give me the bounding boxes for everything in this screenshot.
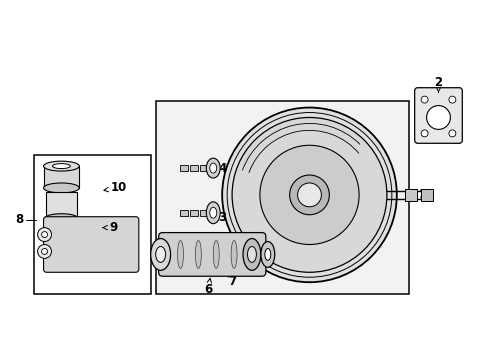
FancyBboxPatch shape — [414, 88, 461, 143]
Circle shape — [297, 183, 321, 207]
Circle shape — [222, 108, 396, 282]
Bar — [200, 210, 208, 216]
Ellipse shape — [243, 239, 260, 270]
Bar — [43, 166, 79, 188]
FancyBboxPatch shape — [158, 233, 265, 276]
Text: 7: 7 — [227, 272, 236, 288]
Circle shape — [226, 113, 391, 277]
Bar — [180, 210, 188, 216]
Text: 5: 5 — [171, 261, 183, 274]
Bar — [190, 165, 198, 171]
FancyBboxPatch shape — [43, 217, 139, 272]
Bar — [180, 165, 188, 171]
Bar — [155, 100, 408, 294]
Ellipse shape — [155, 247, 165, 262]
Ellipse shape — [260, 242, 274, 267]
Ellipse shape — [209, 207, 216, 218]
Ellipse shape — [43, 161, 79, 171]
Circle shape — [41, 231, 47, 238]
Ellipse shape — [206, 158, 220, 178]
Ellipse shape — [52, 164, 70, 168]
Ellipse shape — [209, 163, 216, 173]
Text: 2: 2 — [433, 76, 442, 92]
Ellipse shape — [264, 248, 270, 260]
Circle shape — [448, 130, 455, 137]
Text: 9: 9 — [102, 221, 117, 234]
Ellipse shape — [213, 240, 219, 268]
Circle shape — [289, 175, 328, 215]
Circle shape — [420, 130, 427, 137]
Ellipse shape — [150, 239, 170, 270]
Circle shape — [41, 248, 47, 255]
Ellipse shape — [177, 240, 183, 268]
Circle shape — [38, 244, 51, 258]
Bar — [404, 189, 416, 201]
Text: 8: 8 — [16, 213, 24, 226]
Ellipse shape — [45, 214, 77, 222]
Ellipse shape — [247, 247, 256, 262]
Text: 6: 6 — [203, 278, 212, 296]
Text: 1: 1 — [412, 188, 426, 201]
Circle shape — [426, 105, 449, 129]
Bar — [45, 192, 77, 218]
Bar — [420, 189, 432, 201]
Ellipse shape — [195, 240, 201, 268]
Circle shape — [232, 117, 386, 272]
Circle shape — [420, 96, 427, 103]
Text: 10: 10 — [104, 181, 127, 194]
Ellipse shape — [206, 202, 220, 224]
Circle shape — [448, 96, 455, 103]
Circle shape — [38, 228, 51, 242]
Ellipse shape — [43, 183, 79, 193]
Bar — [200, 165, 208, 171]
Circle shape — [259, 145, 358, 244]
Bar — [190, 210, 198, 216]
Ellipse shape — [231, 240, 237, 268]
Text: 4: 4 — [212, 162, 226, 175]
Text: 3: 3 — [213, 211, 226, 224]
Bar — [34, 155, 150, 294]
